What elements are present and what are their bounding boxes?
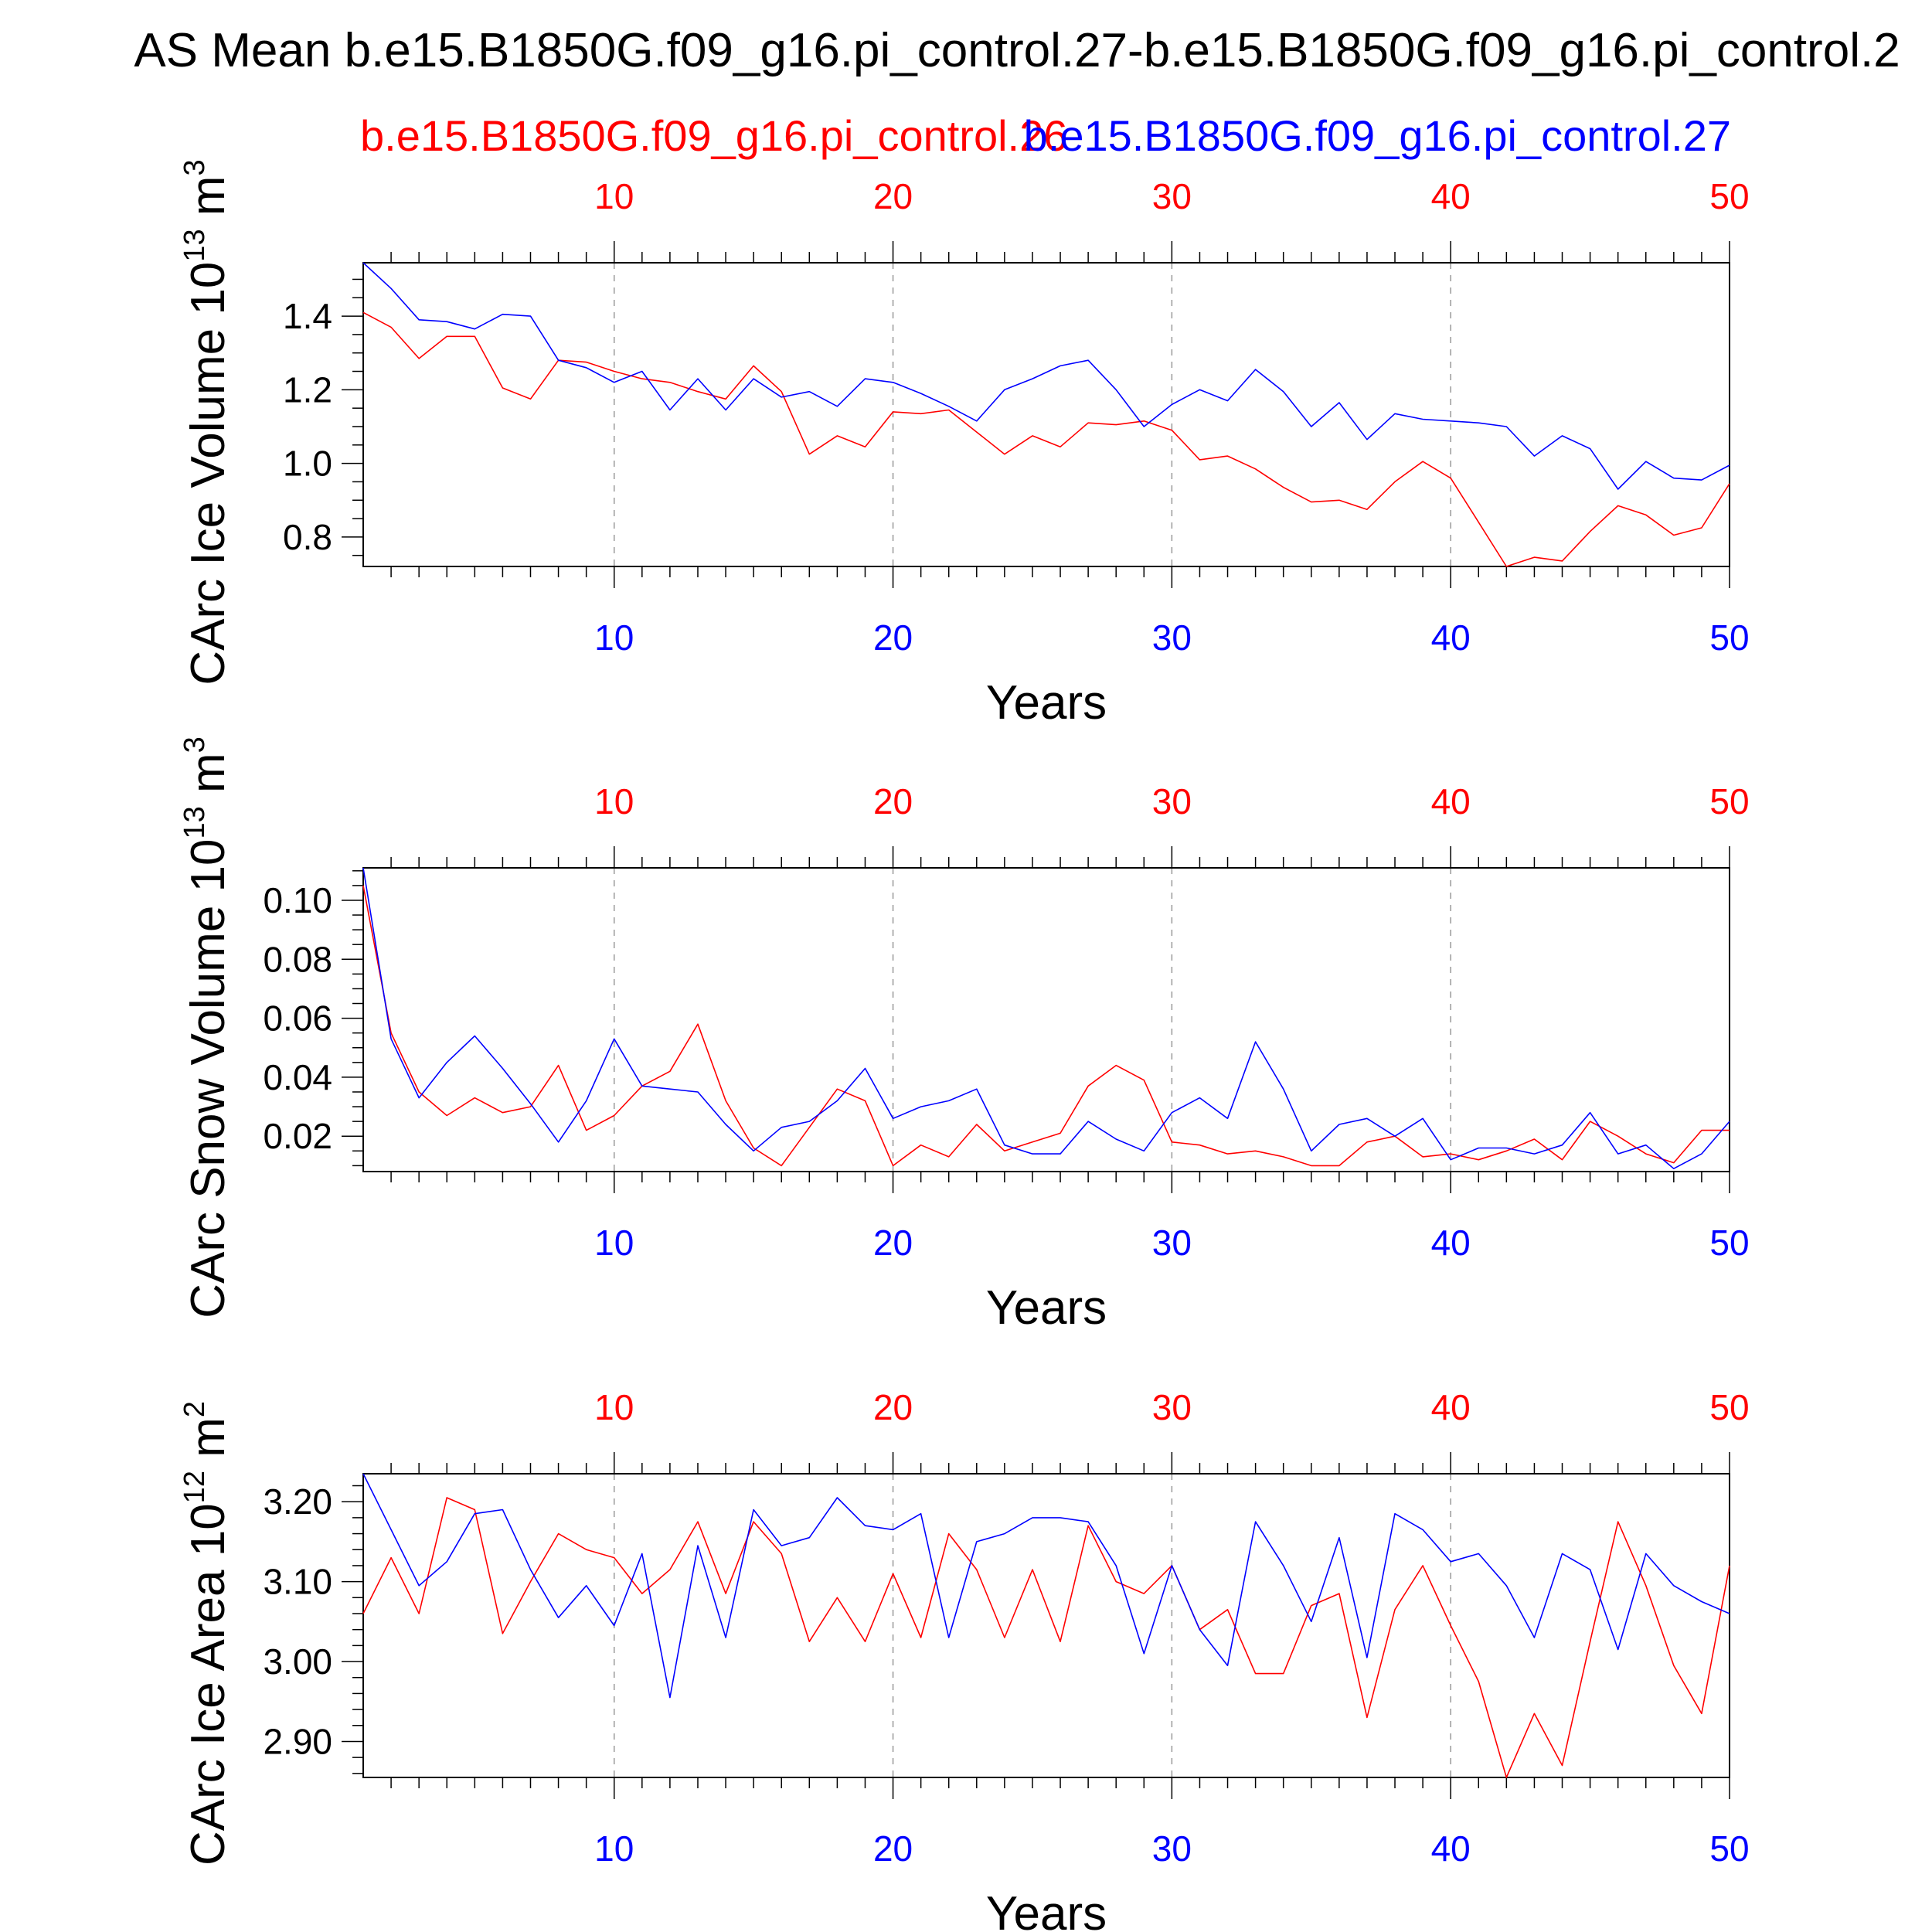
series-line-red <box>362 885 1730 1167</box>
series-line-blue <box>362 1473 1730 1699</box>
x-tick-label-top: 30 <box>1152 176 1192 216</box>
y-axis-title-exponent: 13 <box>179 229 211 261</box>
y-tick-label: 1.0 <box>283 444 332 484</box>
y-axis-title: CArc Snow Volume 1013 m3 <box>179 736 235 1318</box>
y-axis-title-unit: m <box>182 1417 235 1471</box>
series-line-red <box>362 311 1730 567</box>
chart-title: AS Mean b.e15.B1850G.f09_g16.pi_control.… <box>134 24 1900 77</box>
x-tick-label-top: 20 <box>873 176 913 216</box>
x-tick-label-bottom: 40 <box>1431 1828 1471 1869</box>
y-tick-label: 0.10 <box>263 880 332 920</box>
y-tick-label: 1.2 <box>283 369 332 410</box>
x-tick-label-bottom: 40 <box>1431 617 1471 658</box>
x-tick-label-bottom: 50 <box>1709 1828 1749 1869</box>
y-axis-title-unit-exponent: 2 <box>179 1401 211 1417</box>
x-tick-label-top: 40 <box>1431 1387 1471 1427</box>
x-tick-label-top: 50 <box>1709 781 1749 821</box>
y-tick-label: 2.90 <box>263 1721 332 1761</box>
plot-frame <box>362 867 1730 1172</box>
y-axis-title-text: CArc Snow Volume 10 <box>182 838 235 1318</box>
x-tick-label-bottom: 10 <box>594 1828 634 1869</box>
y-axis-title-unit: m <box>182 176 235 230</box>
y-axis-title-unit-exponent: 3 <box>179 736 211 753</box>
y-tick-label: 0.8 <box>283 517 332 557</box>
x-tick-label-bottom: 20 <box>873 1223 913 1263</box>
x-tick-label-bottom: 50 <box>1709 1223 1749 1263</box>
x-tick-label-top: 50 <box>1709 1387 1749 1427</box>
panels-group: 10 10 20 20 30 30 40 40 50 50 Years 0.8 1.0 1.2 1.4 CAr… <box>179 159 1750 1932</box>
x-axis-title: Years <box>986 676 1107 730</box>
y-axis-title-text: CArc Ice Area 10 <box>182 1503 235 1866</box>
x-tick-label-top: 40 <box>1431 176 1471 216</box>
y-tick-label: 3.20 <box>263 1481 332 1522</box>
x-tick-label-bottom: 20 <box>873 617 913 658</box>
panel-2: 10 10 20 20 30 30 40 40 50 50 Years 0.02 0.04 0.06 0.0… <box>179 736 1750 1335</box>
y-tick-label: 0.06 <box>263 998 332 1039</box>
plot-frame <box>362 262 1730 567</box>
series-line-red <box>362 1497 1730 1778</box>
y-tick-label: 3.10 <box>263 1562 332 1602</box>
y-axis-title-exponent: 13 <box>179 806 211 838</box>
y-tick-label: 3.00 <box>263 1641 332 1682</box>
series-line-blue <box>362 867 1730 1169</box>
x-tick-label-bottom: 40 <box>1431 1223 1471 1263</box>
x-tick-label-top: 10 <box>594 176 634 216</box>
x-tick-label-bottom: 20 <box>873 1828 913 1869</box>
x-tick-label-top: 10 <box>594 781 634 821</box>
y-axis-title: CArc Ice Area 1012 m2 <box>179 1401 235 1866</box>
x-tick-label-bottom: 30 <box>1152 617 1192 658</box>
x-tick-label-top: 20 <box>873 1387 913 1427</box>
legend-blue-label: b.e15.B1850G.f09_g16.pi_control.27 <box>1024 111 1731 160</box>
y-tick-label: 0.08 <box>263 939 332 979</box>
x-tick-label-top: 50 <box>1709 176 1749 216</box>
x-tick-label-top: 20 <box>873 781 913 821</box>
x-tick-label-top: 40 <box>1431 781 1471 821</box>
y-tick-label: 1.4 <box>283 296 332 336</box>
panel-1: 10 10 20 20 30 30 40 40 50 50 Years 0.8 1.0 1.2 1.4 CAr… <box>179 159 1750 730</box>
x-tick-label-bottom: 10 <box>594 1223 634 1263</box>
y-axis-title-unit-exponent: 3 <box>179 159 211 175</box>
x-tick-label-top: 30 <box>1152 1387 1192 1427</box>
x-tick-label-top: 10 <box>594 1387 634 1427</box>
x-tick-label-bottom: 10 <box>594 617 634 658</box>
x-axis-title: Years <box>986 1887 1107 1932</box>
y-axis-title-text: CArc Ice Volume 10 <box>182 262 235 685</box>
y-tick-label: 0.04 <box>263 1057 332 1097</box>
panel-3: 10 10 20 20 30 30 40 40 50 50 Years 2.90 3.00 3.10 3.2… <box>179 1387 1750 1932</box>
series-line-blue <box>362 262 1730 490</box>
x-tick-label-bottom: 50 <box>1709 617 1749 658</box>
y-axis-title-unit: m <box>182 753 235 806</box>
legend-red-label: b.e15.B1850G.f09_g16.pi_control.26 <box>360 111 1067 160</box>
x-tick-label-bottom: 30 <box>1152 1828 1192 1869</box>
x-tick-label-bottom: 30 <box>1152 1223 1192 1263</box>
plot-frame <box>362 1473 1730 1778</box>
x-tick-label-top: 30 <box>1152 781 1192 821</box>
x-axis-title: Years <box>986 1281 1107 1335</box>
y-axis-title-exponent: 12 <box>179 1471 211 1503</box>
y-tick-label: 0.02 <box>263 1116 332 1156</box>
y-axis-title: CArc Ice Volume 1013 m3 <box>179 159 235 685</box>
